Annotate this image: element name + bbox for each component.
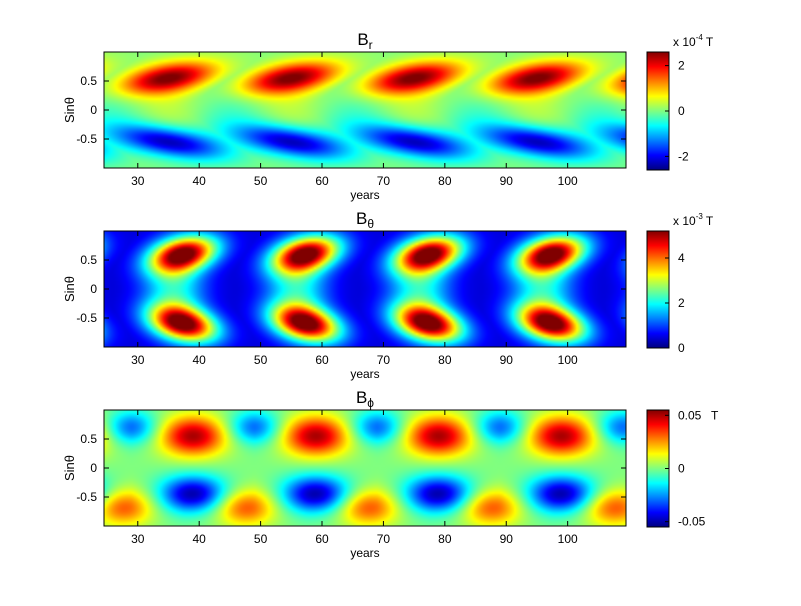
panel-1: 30 40 50 60 70 80 90 100 0.5 0 -0.5 Br years Sinθ 2 0 -2…	[62, 30, 714, 202]
x-tick-label: 80	[438, 174, 452, 188]
colorbar-tick-label: 0	[678, 341, 685, 355]
y-tick-label: -0.5	[76, 311, 97, 325]
colorbar-tick-label: 4	[678, 251, 685, 265]
colorbar: 2 0 -2 x 10-4 T	[646, 33, 714, 171]
panel-title: Bθ	[356, 209, 374, 231]
x-axis-label: years	[350, 546, 379, 560]
y-axis-label: Sinθ	[62, 276, 77, 302]
x-tick-label: 100	[558, 532, 578, 546]
panel-title: Br	[357, 30, 372, 52]
panel-3: 30 40 50 60 70 80 90 100 0.5 0 -0.5 Bϕ years Sinθ 0.05…	[62, 388, 719, 560]
x-tick-label: 50	[254, 532, 268, 546]
title-subscript: ϕ	[367, 396, 374, 410]
colorbar-scale-exponent: -4	[696, 33, 704, 42]
title-main: B	[356, 209, 367, 228]
x-tick-label: 100	[558, 353, 578, 367]
heatmap-image	[104, 231, 626, 347]
x-tick-label: 90	[500, 353, 514, 367]
x-tick-label: 60	[315, 532, 329, 546]
x-tick-label: 40	[193, 353, 207, 367]
colorbar-tick-label: 2	[678, 296, 685, 310]
x-tick-label: 30	[131, 532, 145, 546]
title-subscript: r	[369, 38, 373, 52]
x-tick-label: 90	[500, 532, 514, 546]
x-tick-label: 50	[254, 353, 268, 367]
y-tick-label: 0.5	[80, 253, 97, 267]
colorbar-scale-exponent: -3	[696, 212, 704, 221]
colorbar-tick-label: -0.05	[678, 515, 706, 529]
x-tick-label: 40	[193, 532, 207, 546]
panel-title: Bϕ	[356, 388, 374, 410]
colorbar-scale-label: x 10-3 T	[673, 212, 714, 228]
colorbar: 4 2 0 x 10-3 T	[646, 212, 714, 355]
x-tick-label: 30	[131, 174, 145, 188]
y-tick-label: 0	[90, 103, 97, 117]
colorbar-unit: T	[706, 214, 714, 228]
colorbar-scale-base: x 10	[673, 214, 696, 228]
title-main: B	[357, 30, 368, 49]
x-axis-label: years	[350, 188, 379, 202]
colorbar-tick-label: 0	[678, 462, 685, 476]
colorbar-scale-label: x 10-4 T	[673, 33, 714, 49]
x-axis-label: years	[350, 367, 379, 381]
heatmap-image	[104, 410, 626, 526]
x-tick-label: 100	[558, 174, 578, 188]
colorbar-tick-label: 0	[678, 104, 685, 118]
colorbar-tick-label: 2	[678, 59, 685, 73]
x-tick-label: 70	[377, 174, 391, 188]
x-tick-label: 80	[438, 532, 452, 546]
heatmap-image	[104, 52, 626, 168]
x-tick-label: 60	[315, 174, 329, 188]
colorbar: 0.05 0 -0.05 T	[646, 408, 719, 529]
y-tick-label: -0.5	[76, 490, 97, 504]
y-axis-label: Sinθ	[62, 455, 77, 481]
colorbar-scale-base: x 10	[673, 35, 696, 49]
colorbar-tick-label: 0.05	[678, 408, 702, 422]
panel-2: 30 40 50 60 70 80 90 100 0.5 0 -0.5 Bθ years Sinθ 4 2 0 x…	[62, 209, 714, 381]
x-tick-label: 70	[377, 532, 391, 546]
title-subscript: θ	[367, 217, 374, 231]
y-tick-label: 0	[90, 461, 97, 475]
colorbar-tick-label: -2	[678, 149, 689, 163]
x-tick-label: 70	[377, 353, 391, 367]
title-main: B	[356, 388, 367, 407]
y-tick-label: 0.5	[80, 432, 97, 446]
x-tick-label: 40	[193, 174, 207, 188]
y-tick-label: 0	[90, 282, 97, 296]
x-tick-label: 60	[315, 353, 329, 367]
x-tick-label: 50	[254, 174, 268, 188]
y-axis-label: Sinθ	[62, 97, 77, 123]
colorbar-unit: T	[706, 35, 714, 49]
x-tick-label: 30	[131, 353, 145, 367]
colorbar-unit: T	[711, 408, 719, 422]
x-tick-label: 90	[500, 174, 514, 188]
x-tick-label: 80	[438, 353, 452, 367]
colorbar-gradient	[646, 230, 670, 349]
y-tick-label: 0.5	[80, 74, 97, 88]
y-tick-label: -0.5	[76, 132, 97, 146]
